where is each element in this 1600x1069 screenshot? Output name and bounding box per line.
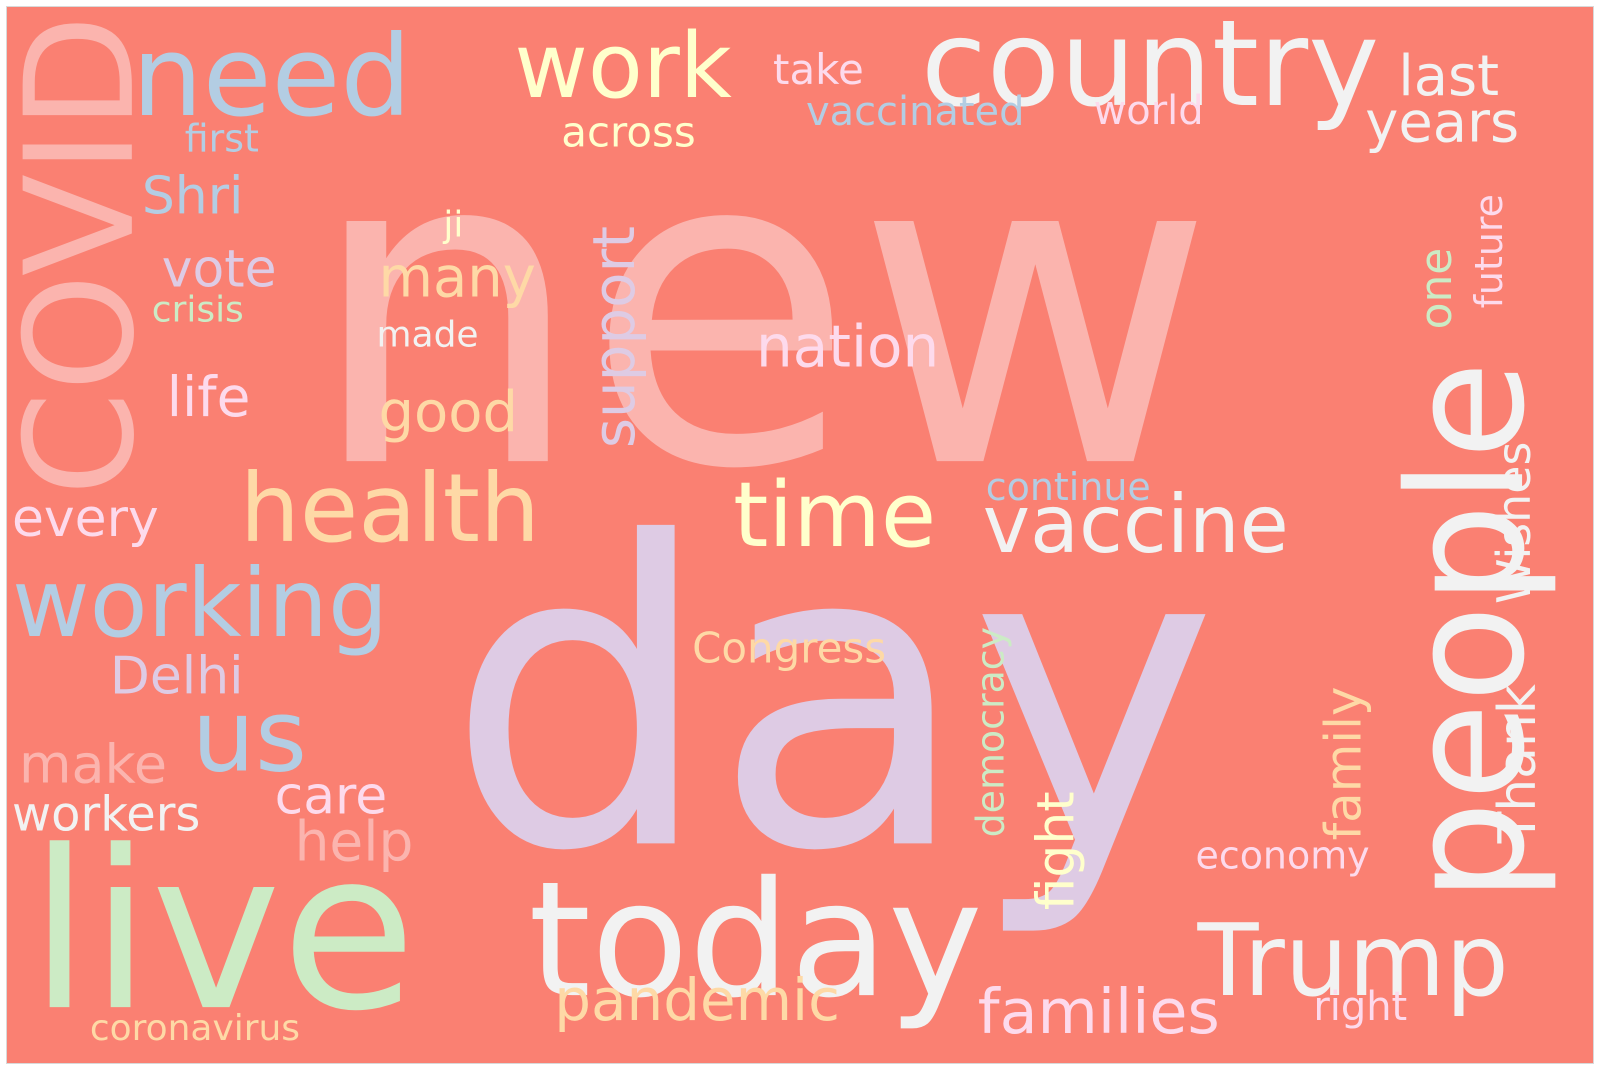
word-pandemic: pandemic bbox=[554, 966, 840, 1034]
word-vaccinated: vaccinated bbox=[806, 89, 1024, 135]
word-live: live bbox=[29, 803, 416, 1059]
word-last: last bbox=[1398, 44, 1499, 109]
word-support: support bbox=[580, 226, 648, 448]
word-future: future bbox=[1467, 194, 1511, 308]
word-fight: fight bbox=[1027, 791, 1087, 910]
word-right: right bbox=[1313, 984, 1407, 1030]
word-trump: Trump bbox=[1196, 902, 1508, 1019]
word-economy: economy bbox=[1196, 833, 1370, 877]
word-working: working bbox=[12, 549, 388, 659]
word-continue: continue bbox=[986, 465, 1151, 509]
word-wishes: Wishes bbox=[1487, 442, 1541, 604]
word-family: family bbox=[1314, 686, 1372, 840]
word-life: life bbox=[167, 365, 251, 429]
word-every: every bbox=[12, 489, 159, 549]
word-work: work bbox=[514, 15, 731, 119]
word-today: today bbox=[528, 847, 982, 1033]
word-us: us bbox=[192, 678, 307, 795]
word-make: make bbox=[19, 733, 167, 796]
word-time: time bbox=[733, 464, 936, 568]
word-day: day bbox=[446, 455, 1218, 943]
word-nation: nation bbox=[756, 312, 939, 380]
word-families: families bbox=[978, 976, 1220, 1048]
word-workers: workers bbox=[12, 787, 200, 842]
word-many: many bbox=[379, 245, 536, 310]
word-health: health bbox=[240, 454, 540, 564]
word-made: made bbox=[377, 314, 479, 355]
word-coronavirus: coronavirus bbox=[90, 1008, 300, 1049]
word-democracy: democracy bbox=[969, 627, 1013, 838]
word-delhi: Delhi bbox=[110, 647, 244, 707]
word-congress: Congress bbox=[692, 624, 886, 673]
word-people: people bbox=[1374, 361, 1560, 902]
word-care: care bbox=[275, 766, 388, 826]
word-cloud: new day live people COVID today country need wor… bbox=[6, 6, 1594, 1064]
word-need: need bbox=[132, 12, 412, 142]
word-crisis: crisis bbox=[152, 289, 244, 330]
word-across: across bbox=[561, 108, 695, 157]
word-take: take bbox=[773, 45, 864, 94]
word-first: first bbox=[185, 117, 259, 161]
word-help: help bbox=[295, 809, 414, 873]
word-one: one bbox=[1411, 248, 1462, 330]
word-covid: COVID bbox=[7, 15, 168, 497]
word-vote: vote bbox=[162, 239, 277, 299]
word-ji: ji bbox=[442, 205, 463, 246]
word-vaccine: vaccine bbox=[983, 478, 1289, 571]
word-new: new bbox=[307, 53, 1215, 565]
word-years: years bbox=[1365, 91, 1519, 156]
word-thank: Thank bbox=[1488, 684, 1548, 844]
word-shri: Shri bbox=[142, 167, 244, 227]
word-good: good bbox=[379, 380, 518, 445]
word-world: world bbox=[1094, 88, 1204, 134]
word-country: country bbox=[921, 7, 1379, 134]
